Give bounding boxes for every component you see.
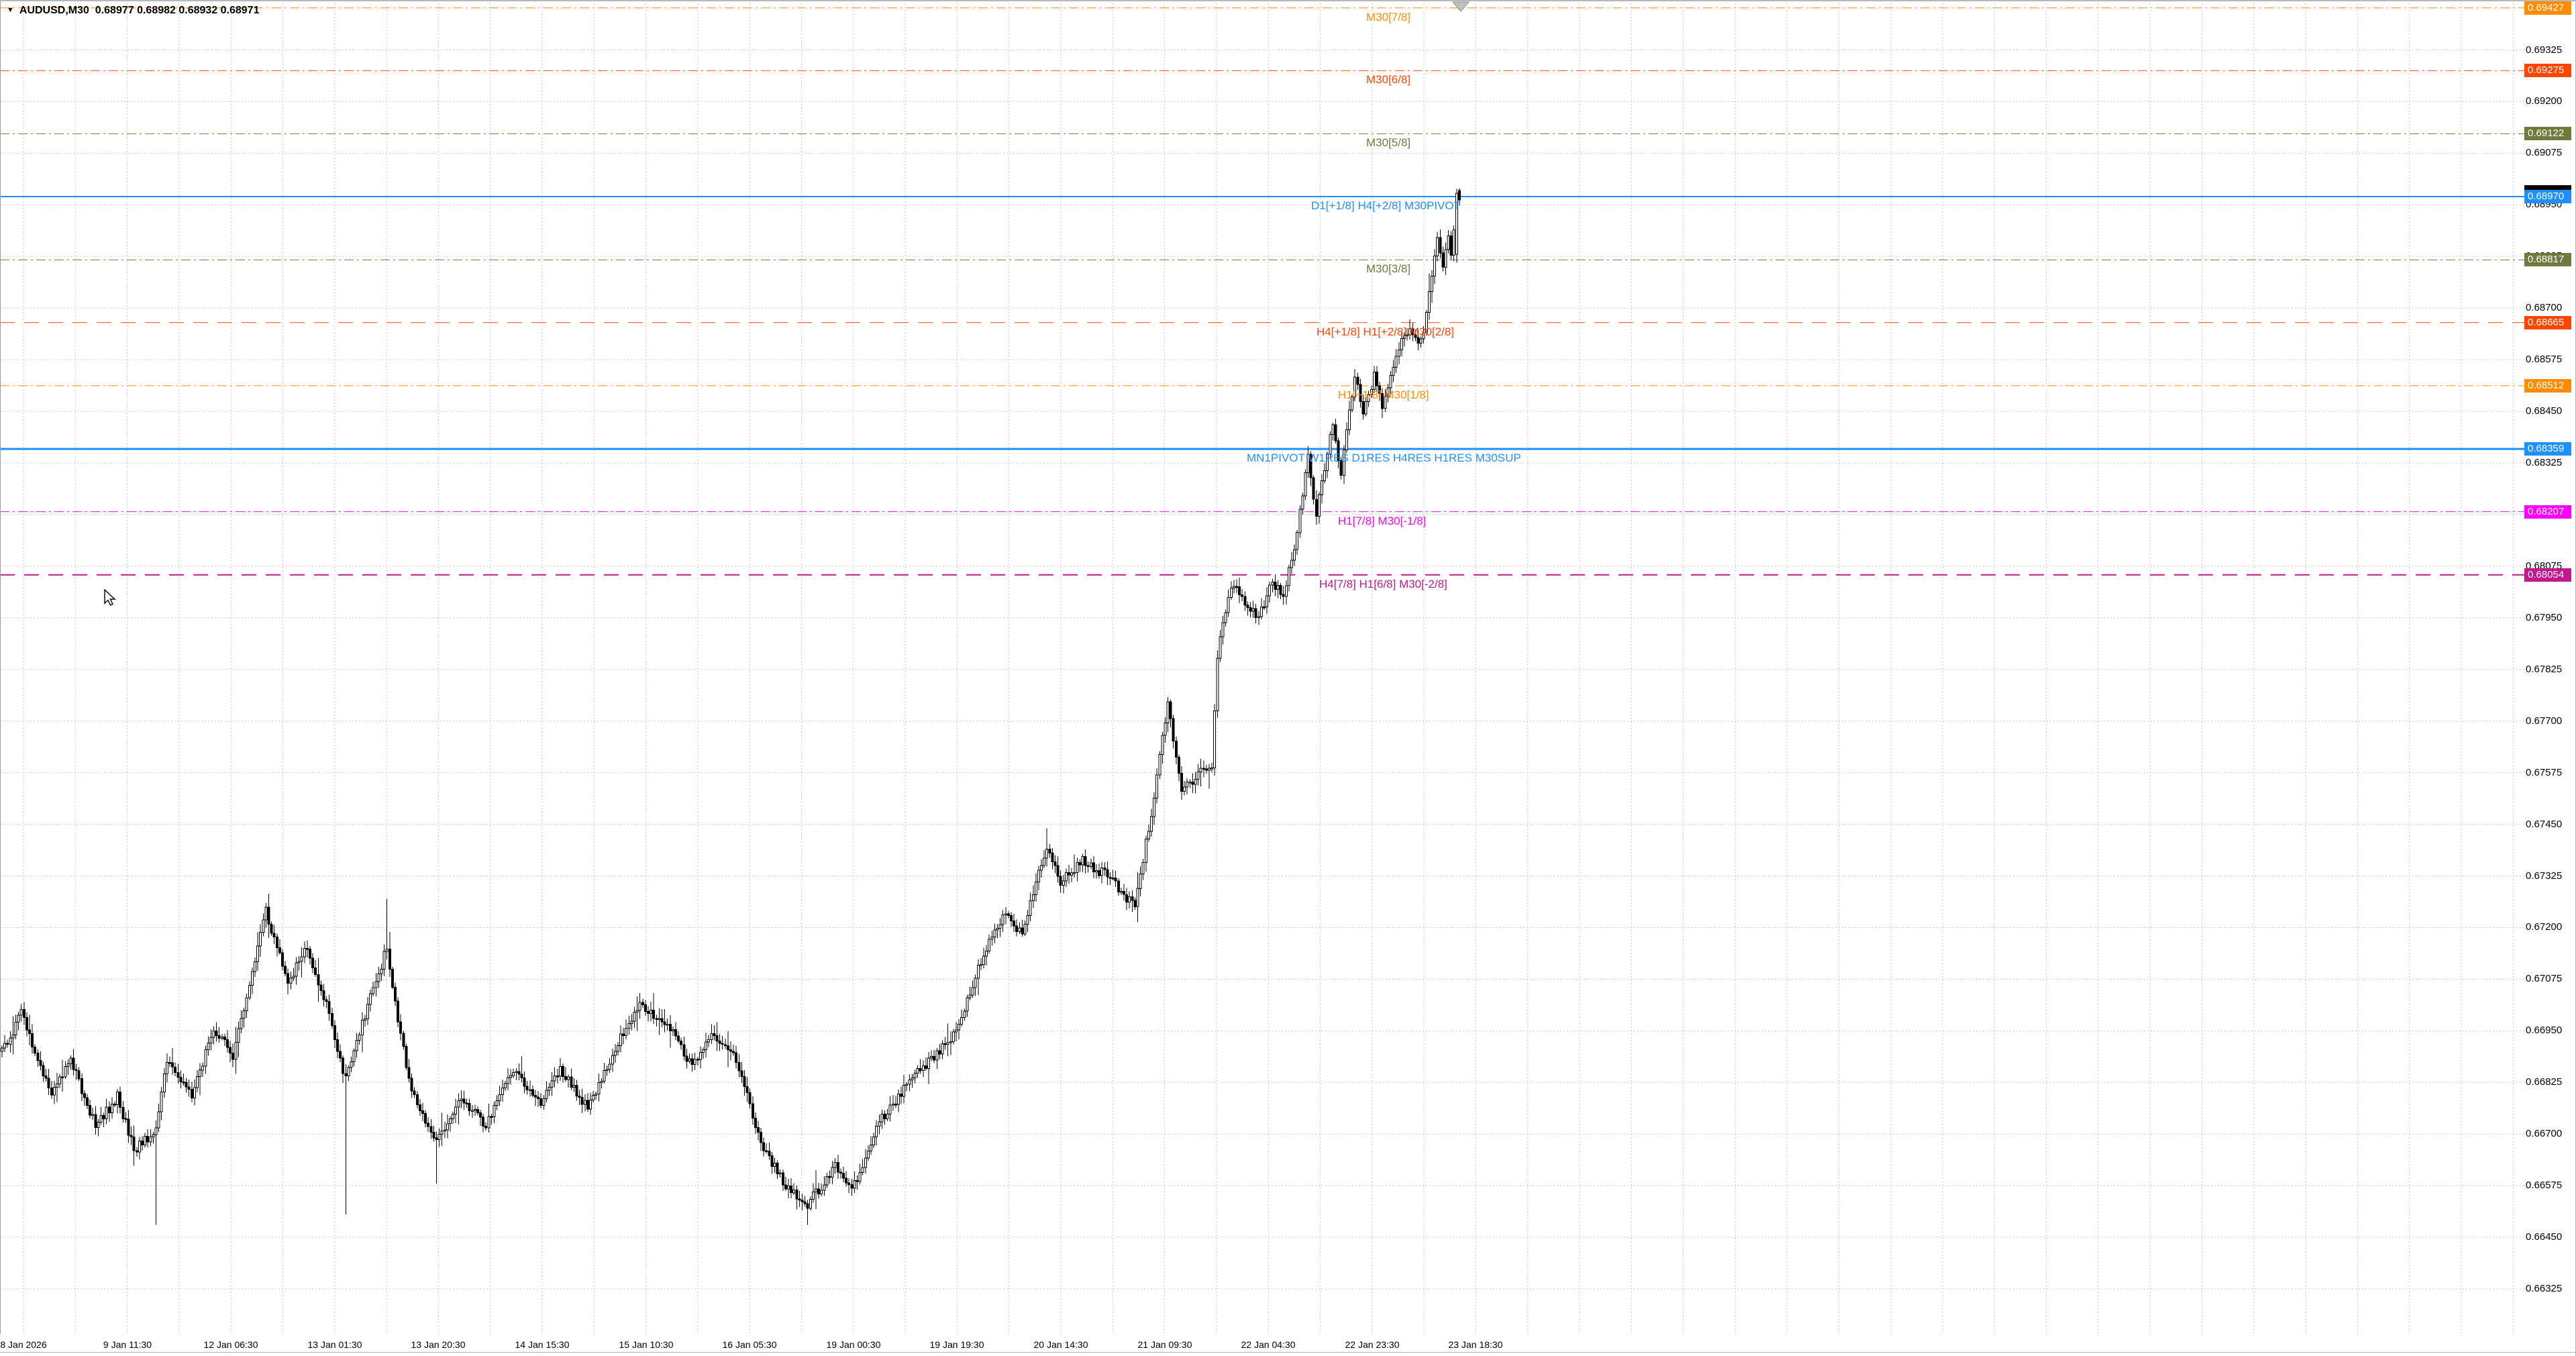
price-tick: 0.67075 — [2526, 973, 2563, 984]
window-top-border — [0, 0, 2576, 1]
grid-lines — [0, 0, 2524, 1334]
price-tick: 0.66575 — [2526, 1180, 2563, 1191]
chart-shift-marker — [1451, 1, 1470, 12]
ohlc-values: 0.68977 0.68982 0.68932 0.68971 — [95, 5, 260, 16]
price-badge-2: 0.69122 — [2524, 127, 2571, 140]
price-badge-5: 0.68665 — [2524, 316, 2571, 329]
price-tick: 0.68700 — [2526, 302, 2563, 313]
level-label-8: H1[7/8] M30[-1/8] — [1338, 514, 1427, 527]
time-tick: 15 Jan 10:30 — [619, 1339, 674, 1350]
price-tick: 0.67825 — [2526, 664, 2563, 675]
price-badge-9: 0.68054 — [2524, 568, 2571, 582]
time-tick: 13 Jan 01:30 — [307, 1339, 362, 1350]
window-left-border — [0, 0, 1, 1334]
price-tick: 0.66450 — [2526, 1231, 2563, 1243]
time-tick: 20 Jan 14:30 — [1033, 1339, 1088, 1350]
price-tick: 0.69075 — [2526, 147, 2563, 158]
time-tick: 16 Jan 05:30 — [722, 1339, 777, 1350]
price-tick: 0.68450 — [2526, 405, 2563, 417]
level-label-0: M30[7/8] — [1366, 10, 1411, 23]
level-label-1: M30[6/8] — [1366, 73, 1411, 87]
time-tick: 22 Jan 04:30 — [1241, 1339, 1296, 1350]
level-label-9: H4[7/8] H1[6/8] M30[-2/8] — [1319, 577, 1447, 590]
price-badge-1: 0.69275 — [2524, 64, 2571, 77]
level-label-2: M30[5/8] — [1366, 136, 1411, 150]
time-tick: 14 Jan 15:30 — [515, 1339, 570, 1350]
price-tick: 0.66325 — [2526, 1283, 2563, 1294]
pivot-level-lines[interactable] — [0, 7, 2524, 576]
price-tick: 0.66700 — [2526, 1128, 2563, 1139]
price-tick: 0.69325 — [2526, 44, 2563, 56]
window-bottom-border — [0, 1352, 2576, 1353]
time-tick: 12 Jan 06:30 — [203, 1339, 258, 1350]
chart-title: ▼ AUDUSD,M30 0.68977 0.68982 0.68932 0.68… — [7, 5, 259, 17]
time-tick: 8 Jan 2026 — [0, 1339, 47, 1350]
price-badge-3: 0.68970 — [2524, 190, 2571, 203]
price-tick: 0.67450 — [2526, 819, 2563, 830]
price-tick: 0.67700 — [2526, 715, 2563, 727]
level-label-6: H1[+1/8] M30[1/8] — [1338, 388, 1429, 401]
time-tick: 22 Jan 23:30 — [1345, 1339, 1400, 1350]
price-badge-0: 0.69427 — [2524, 1, 2571, 15]
level-label-5: H4[+1/8] H1[+2/8] M30[2/8] — [1317, 325, 1455, 338]
time-tick: 9 Jan 11:30 — [103, 1339, 152, 1350]
price-badge-6: 0.68512 — [2524, 379, 2571, 393]
price-badge-7: 0.68359 — [2524, 442, 2571, 456]
price-tick: 0.67575 — [2526, 767, 2563, 778]
time-tick: 19 Jan 00:30 — [826, 1339, 881, 1350]
symbol-period-label: AUDUSD,M30 — [19, 5, 89, 16]
time-tick: 21 Jan 09:30 — [1137, 1339, 1192, 1350]
price-tick: 0.69200 — [2526, 95, 2563, 107]
level-label-7: MN1PIVOT W1RES D1RES H4RES H1RES M30SUP — [1247, 452, 1521, 465]
time-tick: 23 Jan 18:30 — [1448, 1339, 1503, 1350]
symbol-dropdown-icon[interactable]: ▼ — [7, 6, 14, 14]
price-badge-4: 0.68817 — [2524, 253, 2571, 266]
candlestick-series — [1, 188, 1461, 1225]
price-tick: 0.67325 — [2526, 870, 2563, 882]
price-tick: 0.66950 — [2526, 1025, 2563, 1036]
price-tick: 0.67950 — [2526, 612, 2563, 623]
price-tick: 0.66825 — [2526, 1076, 2563, 1088]
mouse-cursor-icon — [104, 589, 116, 606]
level-label-4: M30[3/8] — [1366, 262, 1411, 276]
price-tick: 0.68575 — [2526, 354, 2563, 365]
price-tick: 0.68325 — [2526, 457, 2563, 468]
time-tick: 13 Jan 20:30 — [411, 1339, 466, 1350]
price-badge-8: 0.68207 — [2524, 505, 2571, 519]
time-tick: 19 Jan 19:30 — [929, 1339, 984, 1350]
level-label-3: D1[+1/8] H4[+2/8] M30PIVOT — [1311, 199, 1461, 212]
price-tick: 0.67200 — [2526, 921, 2563, 933]
